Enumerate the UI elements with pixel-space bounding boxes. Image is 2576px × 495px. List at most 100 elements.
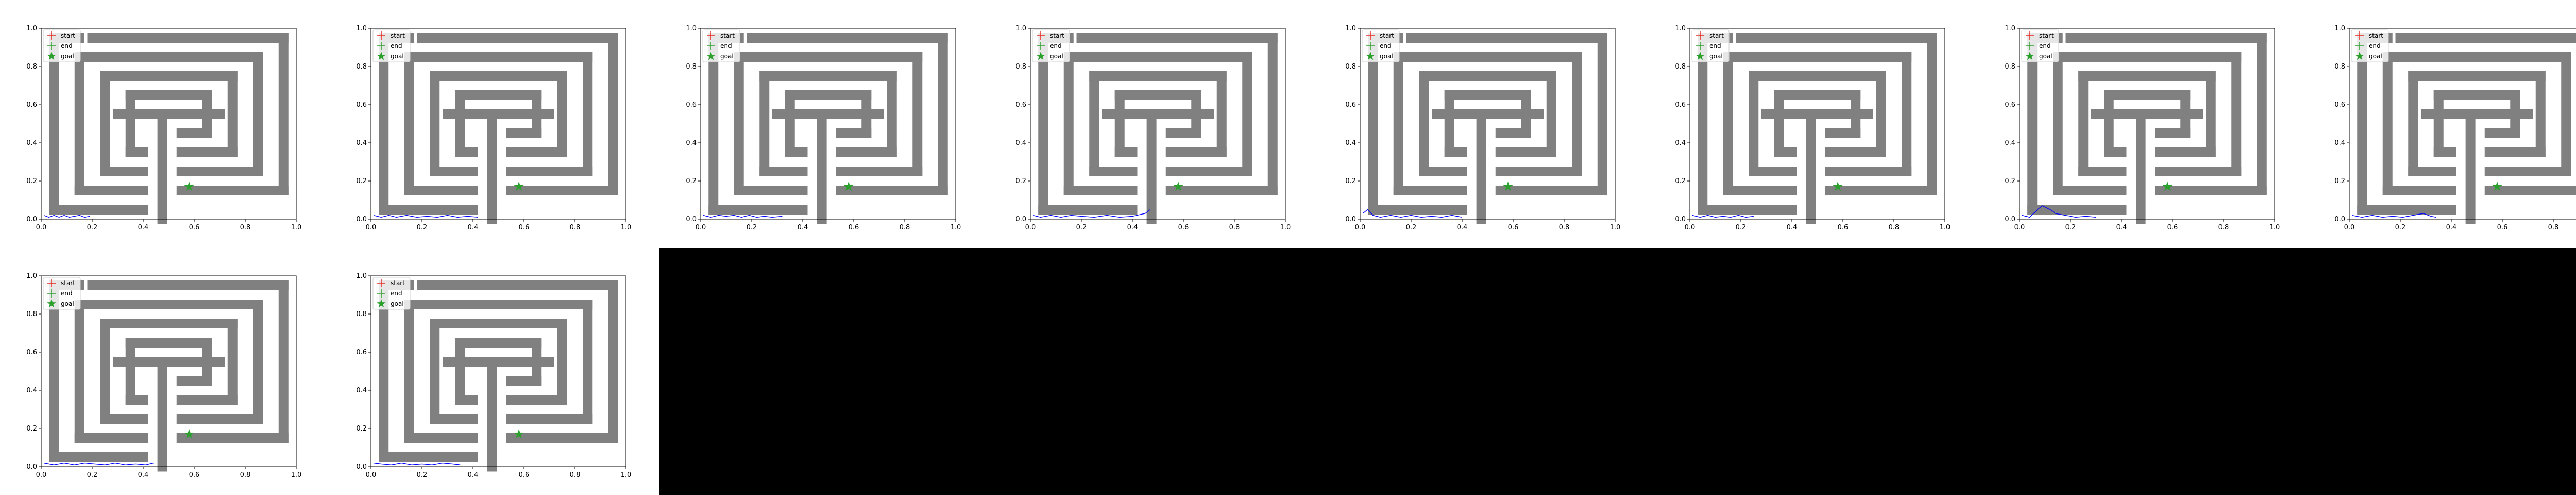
legend-goal-icon [47,52,56,60]
axes-frame [1360,28,1616,220]
x-tick-label: 0.6 [1178,224,1189,232]
legend-end-label: end [1380,42,1392,50]
y-tick-label: 0.4 [26,387,37,394]
x-tick-label: 0.4 [468,471,479,479]
x-tick-label: 0.0 [2344,224,2355,232]
legend-box [2021,29,2059,62]
trajectory-line [2351,213,2436,218]
axes-frame [41,28,297,220]
x-tick-label: 0.0 [1025,224,1036,232]
y-tick-label: 0.0 [2005,216,2015,223]
y-tick-label: 0.2 [2005,177,2015,185]
x-tick-label: 0.6 [849,224,859,232]
maze-walls [1698,33,1937,224]
axes-frame [370,28,626,220]
y-tick-label: 0.6 [1015,101,1026,109]
y-tick-label: 1.0 [686,25,697,32]
x-tick-label: 0.8 [2548,224,2559,232]
x-tick-label: 0.0 [696,224,706,232]
x-tick-label: 0.6 [2167,224,2178,232]
x-tick-label: 0.8 [240,471,251,479]
y-tick-label: 1.0 [26,272,37,280]
y-tick-label: 0.4 [1345,139,1356,147]
goal-marker [2162,182,2173,191]
y-tick-label: 0.0 [1015,216,1026,223]
legend-start-label: start [720,32,735,39]
legend-goal-icon [2025,52,2035,60]
maze-panel-1: 0.0 0.2 0.4 0.6 0.8 1.0 0.0 0.2 0.4 0.6 0.8 1.0 star… [26,25,301,232]
y-tick-label: 0.6 [2334,101,2345,109]
y-tick-label: 1.0 [356,25,367,32]
y-tick-label: 0.0 [2334,216,2345,223]
legend-end-label: end [61,42,73,50]
legend-box [372,277,411,310]
legend: start end goal [2021,29,2059,62]
x-tick-label: 0.0 [1355,224,1366,232]
legend-box [2351,29,2389,62]
x-tick-label: 0.4 [138,224,149,232]
x-tick-label: 0.4 [1457,224,1468,232]
legend-end-label: end [1050,42,1062,50]
x-tick-label: 0.0 [36,471,47,479]
x-tick-label: 0.4 [468,224,479,232]
x-tick-label: 0.6 [189,224,200,232]
maze-panel-9: 0.0 0.2 0.4 0.6 0.8 1.0 0.0 0.2 0.4 0.6 0.8 1.0 star… [26,272,301,479]
y-tick-label: 0.6 [1345,101,1356,109]
legend-goal-label: goal [1050,53,1063,60]
x-tick-label: 0.2 [747,224,757,232]
legend: start end goal [43,277,81,310]
y-tick-label: 0.0 [686,216,697,223]
y-tick-label: 0.6 [686,101,697,109]
maze-walls [49,280,289,472]
x-tick-label: 0.6 [189,471,200,479]
legend: start end goal [702,29,740,62]
y-tick-label: 0.8 [2005,63,2015,71]
legend-start-label: start [1380,32,1394,39]
maze-panel-6: 0.0 0.2 0.4 0.6 0.8 1.0 0.0 0.2 0.4 0.6 0.8 1.0 star… [1675,25,1950,232]
x-tick-label: 1.0 [621,224,632,232]
y-tick-label: 0.6 [2005,101,2015,109]
legend-end-label: end [391,42,402,50]
legend-goal-label: goal [2369,53,2382,60]
legend: start end goal [2351,29,2389,62]
y-tick-label: 1.0 [356,272,367,280]
y-tick-label: 0.0 [1675,216,1686,223]
x-tick-label: 1.0 [1610,224,1621,232]
legend: start end goal [1032,29,1070,62]
maze-panel-2: 0.0 0.2 0.4 0.6 0.8 1.0 0.0 0.2 0.4 0.6 0.8 1.0 star… [356,25,632,232]
maze-walls [49,33,289,224]
legend-box [43,277,81,310]
x-tick-label: 0.2 [1076,224,1087,232]
x-tick-label: 0.2 [2065,224,2076,232]
x-tick-label: 0.2 [87,224,98,232]
legend-end-label: end [391,290,402,297]
y-tick-label: 0.2 [1675,177,1686,185]
x-tick-label: 0.4 [1787,224,1798,232]
y-tick-label: 1.0 [1675,25,1686,32]
maze-walls [708,33,948,224]
y-tick-label: 0.8 [356,310,367,318]
y-tick-label: 1.0 [1015,25,1026,32]
x-tick-label: 0.8 [1889,224,1900,232]
goal-marker [514,429,524,439]
x-tick-label: 0.8 [570,224,581,232]
trajectory-line [2022,205,2096,218]
x-tick-label: 0.2 [417,224,428,232]
empty-figure-area [659,248,2576,495]
goal-marker [514,182,524,191]
legend-box [1032,29,1070,62]
x-tick-label: 0.2 [1406,224,1417,232]
legend-goal-label: goal [61,300,74,307]
y-tick-label: 0.2 [686,177,697,185]
x-tick-label: 0.6 [1838,224,1849,232]
x-tick-label: 0.8 [2218,224,2229,232]
y-tick-label: 0.2 [1345,177,1356,185]
axes-frame [2019,28,2275,220]
x-tick-label: 0.6 [2497,224,2508,232]
y-tick-label: 1.0 [1345,25,1356,32]
y-tick-label: 0.2 [26,425,37,433]
y-tick-label: 0.2 [26,177,37,185]
legend-box [43,29,81,62]
y-tick-label: 0.4 [686,139,697,147]
x-tick-label: 0.4 [798,224,808,232]
